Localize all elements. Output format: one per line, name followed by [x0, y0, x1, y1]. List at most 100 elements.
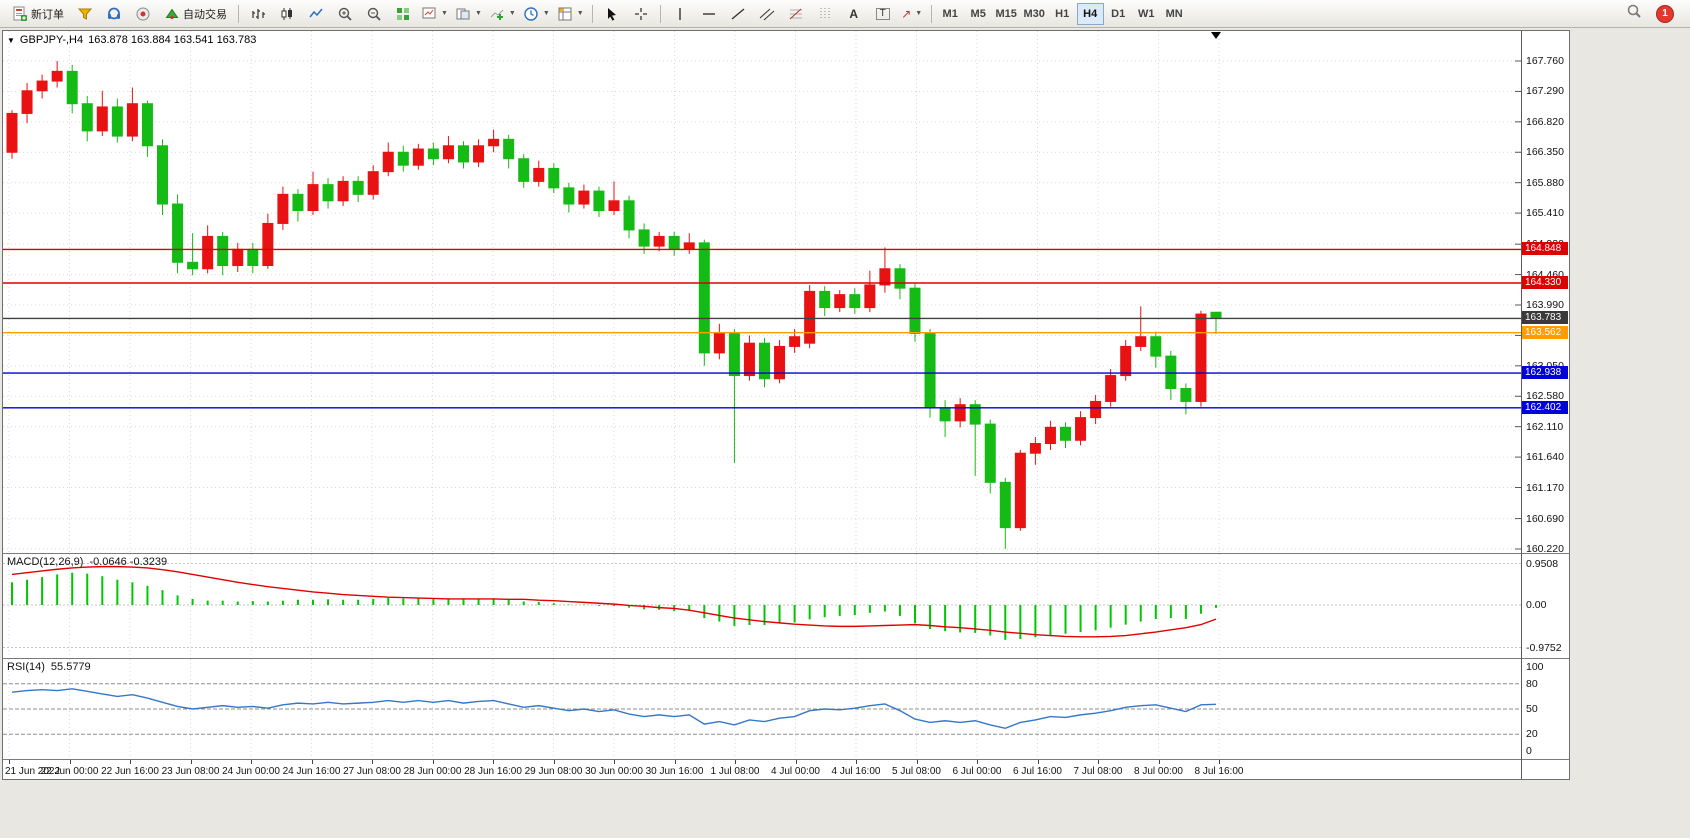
timeframe-w1-button[interactable]: W1 [1137, 7, 1155, 20]
workspace-background [0, 780, 1690, 838]
rsi-tick-label: 0 [1526, 745, 1532, 757]
toolbar-separator [591, 4, 593, 23]
time-axis[interactable]: 21 Jun 2022 22 Jun 00:00 22 Jun 16:00 23 Ju… [3, 760, 1521, 779]
new-order-button[interactable]: 新订单 [6, 2, 70, 26]
toolbar-separator [930, 4, 932, 23]
timeframe-h1-button[interactable]: H1 [1055, 7, 1070, 20]
macd-chart[interactable] [3, 554, 1521, 658]
periods-button[interactable]: ▼ [520, 2, 553, 26]
profiles-icon [456, 8, 470, 19]
chevron-down-icon: ▼ [542, 10, 550, 17]
price-tick-label: 166.350 [1526, 146, 1564, 159]
panel-separator[interactable] [3, 658, 1569, 659]
community-button[interactable] [129, 2, 157, 26]
grid-button[interactable] [811, 2, 839, 26]
time-tick [9, 760, 10, 764]
price-axis[interactable]: 167.760 167.290 166.820 166.350 165.880 165.4… [1522, 31, 1569, 555]
new-chart-button[interactable]: ▼ [418, 2, 451, 26]
templates-button[interactable]: ▼ [554, 2, 587, 26]
timeframe-h4-button[interactable]: H4 [1076, 2, 1104, 25]
panel-separator [3, 759, 1569, 760]
time-tick [553, 760, 555, 764]
price-tick-label: 167.760 [1526, 55, 1564, 67]
vertical-line-button[interactable] [666, 2, 694, 26]
timeframe-m1-button[interactable]: M1 [942, 7, 958, 20]
trendline-icon [731, 7, 745, 20]
time-tick [1158, 760, 1160, 764]
rsi-value: 55.5779 [50, 661, 91, 673]
macd-axis[interactable]: 0.9508 0.00 -0.9752 [1522, 554, 1569, 658]
time-tick-label: 29 Jun 08:00 [524, 766, 583, 777]
chevron-down-icon: ▼ [7, 35, 15, 45]
headset-button[interactable] [100, 2, 128, 26]
price-chart[interactable] [3, 31, 1521, 553]
trendline-button[interactable] [724, 2, 752, 26]
headset-icon [108, 7, 120, 19]
templates-icon [558, 7, 572, 20]
candlestick-chart-button[interactable] [273, 2, 301, 26]
time-tick [372, 760, 373, 764]
panel-separator[interactable] [3, 553, 1569, 554]
chevron-down-icon: ▼ [915, 10, 923, 17]
rsi-axis[interactable]: 100 80 50 20 0 [1522, 659, 1569, 759]
clock-icon [524, 6, 538, 21]
autotrading-button[interactable]: 自动交易 [158, 2, 233, 26]
bar-chart-button[interactable] [244, 2, 272, 26]
indicators-button[interactable]: ▼ [486, 2, 519, 26]
time-tick [1098, 760, 1099, 764]
label-button[interactable]: T [869, 2, 897, 26]
macd-label: MACD(12,26,9) -0.0646 -0.3239 [7, 556, 167, 568]
rsi-tick-label: 50 [1526, 703, 1538, 715]
price-line-badge: 163.562 [1522, 325, 1568, 339]
time-tick-label: 4 Jul 00:00 [771, 766, 820, 777]
arrows-button[interactable]: ↗ ▼ [898, 2, 926, 26]
rsi-tick-label: 100 [1526, 661, 1544, 673]
timeframe-mn-button[interactable]: MN [1165, 7, 1183, 20]
zoom-out-button[interactable] [360, 2, 388, 26]
chevron-down-icon: ▼ [508, 10, 516, 17]
timeframe-d1-button[interactable]: D1 [1111, 7, 1126, 20]
channel-button[interactable] [753, 2, 781, 26]
text-button[interactable]: A [840, 2, 868, 26]
macd-panel[interactable]: MACD(12,26,9) -0.0646 -0.3239 [3, 554, 1521, 658]
chevron-down-icon: ▼ [474, 10, 482, 17]
line-chart-icon [309, 8, 323, 17]
tile-windows-button[interactable] [389, 2, 417, 26]
tile-windows-icon [397, 7, 409, 20]
fibonacci-icon [789, 8, 802, 19]
timeframe-m30-button[interactable]: M30 [1023, 7, 1045, 20]
time-tick-label: 30 Jun 16:00 [645, 766, 704, 777]
grid-icon [820, 7, 830, 20]
price-tick-label: 162.580 [1526, 390, 1564, 403]
time-tick-label: 4 Jul 16:00 [831, 766, 881, 777]
toolbar: 新订单 自动交易 ▼ ▼ ▼ ▼ ▼ A T ↗ ▼ M1 M5 M15 M30 … [0, 0, 1690, 28]
vertical-line-icon [678, 7, 681, 20]
notification-badge[interactable]: 1 [1656, 4, 1674, 23]
chart-window: ▼ GBPJPY-,H4 163.878 163.884 163.541 163… [2, 30, 1570, 780]
price-tick-label: 162.110 [1526, 420, 1564, 433]
time-tick [69, 760, 71, 764]
price-panel[interactable]: ▼ GBPJPY-,H4 163.878 163.884 163.541 163… [3, 31, 1521, 553]
crosshair-button[interactable] [627, 2, 655, 26]
funnel-button[interactable] [71, 2, 99, 26]
timeframe-m15-button[interactable]: M15 [995, 7, 1017, 20]
time-tick [674, 760, 676, 764]
rsi-panel[interactable]: RSI(14) 55.5779 [3, 659, 1521, 759]
search-button[interactable] [1626, 3, 1642, 24]
rsi-label: RSI(14) 55.5779 [7, 661, 91, 673]
chart-header: ▼ GBPJPY-,H4 163.878 163.884 163.541 163… [7, 34, 256, 46]
price-tick-label: 160.220 [1526, 543, 1564, 555]
cursor-button[interactable] [598, 2, 626, 26]
rsi-tick-label: 80 [1526, 677, 1538, 690]
rsi-line [11, 688, 1217, 730]
line-chart-button[interactable] [302, 2, 330, 26]
profiles-button[interactable]: ▼ [452, 2, 485, 26]
fibonacci-button[interactable] [782, 2, 810, 26]
timeframe-m5-button[interactable]: M5 [970, 7, 986, 20]
autotrading-icon [164, 6, 180, 22]
zoom-in-button[interactable] [331, 2, 359, 26]
arrow-icon: ↗ [901, 6, 912, 21]
label-icon: T [875, 7, 890, 20]
horizontal-line-button[interactable] [695, 2, 723, 26]
rsi-chart[interactable] [3, 659, 1521, 759]
